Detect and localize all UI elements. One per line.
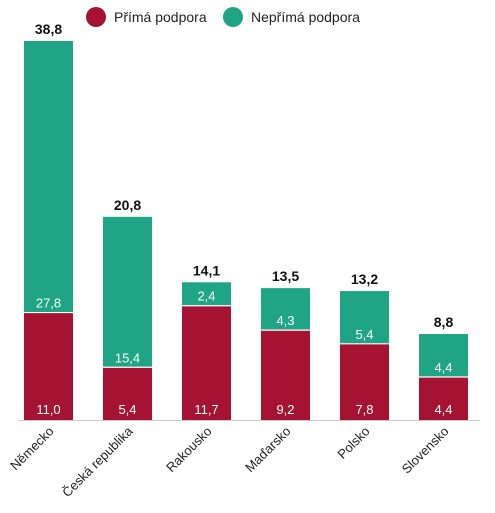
total-value-label: 8,8 bbox=[434, 314, 454, 330]
direct-value-label: 11,7 bbox=[194, 402, 218, 417]
indirect-value-label: 4,4 bbox=[434, 360, 452, 375]
bar-direct bbox=[103, 367, 152, 420]
total-value-label: 13,2 bbox=[351, 271, 378, 287]
bar-direct bbox=[182, 305, 231, 420]
total-value-label: 20,8 bbox=[114, 197, 141, 213]
category-label: Německo bbox=[7, 424, 56, 473]
direct-value-label: 4,4 bbox=[434, 402, 452, 417]
direct-value-label: 9,2 bbox=[276, 402, 294, 417]
category-label: Slovensko bbox=[399, 424, 452, 477]
bar-direct bbox=[261, 330, 310, 420]
category-label: Maďarsko bbox=[242, 424, 294, 476]
indirect-value-label: 2,4 bbox=[197, 289, 215, 304]
bar-direct bbox=[419, 377, 468, 420]
total-value-label: 38,8 bbox=[35, 21, 62, 37]
bar-indirect bbox=[419, 334, 468, 378]
bar-indirect bbox=[103, 216, 152, 368]
category-label: Česká republika bbox=[59, 423, 136, 500]
indirect-value-label: 27,8 bbox=[36, 296, 61, 311]
bar-group: 4,4 4,4 8,8 bbox=[419, 314, 468, 420]
bar-group: 9,2 4,3 13,5 bbox=[261, 268, 310, 420]
indirect-value-label: 15,4 bbox=[115, 350, 140, 365]
total-value-label: 14,1 bbox=[193, 262, 220, 278]
direct-value-label: 11,0 bbox=[36, 402, 60, 417]
direct-value-label: 5,4 bbox=[118, 402, 136, 417]
bar-indirect bbox=[261, 288, 310, 331]
legend-label-1: Nepřímá podpora bbox=[251, 9, 360, 25]
bar-group: 7,8 5,4 13,2 bbox=[340, 271, 389, 420]
bars: 11,0 27,8 38,8 5,4 15,4 20,8 11,7 2,4 14,1 9,2 4,3… bbox=[24, 21, 468, 420]
direct-value-label: 7,8 bbox=[355, 402, 373, 417]
indirect-value-label: 5,4 bbox=[355, 327, 373, 342]
bar-indirect bbox=[24, 41, 73, 313]
indirect-value-label: 4,3 bbox=[276, 313, 294, 328]
bar-indirect bbox=[340, 291, 389, 344]
bar-group: 11,0 27,8 38,8 bbox=[24, 21, 73, 420]
category-label: Rakousko bbox=[163, 424, 214, 475]
legend-swatch-0 bbox=[86, 7, 106, 27]
legend-label-0: Přímá podpora bbox=[114, 9, 207, 25]
bar-direct bbox=[24, 312, 73, 420]
category-label: Polsko bbox=[334, 424, 372, 462]
total-value-label: 13,5 bbox=[272, 268, 299, 284]
legend-swatch-1 bbox=[223, 7, 243, 27]
bar-group: 5,4 15,4 20,8 bbox=[103, 197, 152, 420]
bar-indirect bbox=[182, 282, 231, 306]
bar-group: 11,7 2,4 14,1 bbox=[182, 262, 231, 420]
category-labels: Německo Česká republika Rakousko Maďarsko Po… bbox=[7, 423, 451, 500]
legend: Přímá podpora Nepřímá podpora bbox=[86, 7, 360, 27]
bar-direct bbox=[340, 343, 389, 420]
